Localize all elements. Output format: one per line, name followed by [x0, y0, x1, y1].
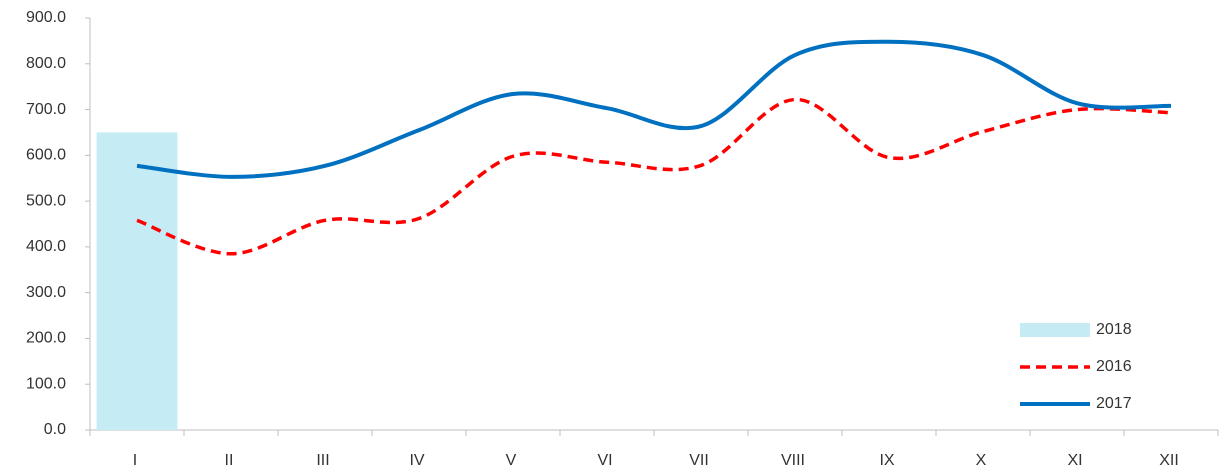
x-tick-label: II [225, 452, 234, 469]
x-tick-label: XI [1067, 452, 1082, 469]
x-tick-label: V [506, 452, 517, 469]
y-tick-label: 600.0 [26, 147, 66, 164]
x-tick-label: IX [879, 452, 894, 469]
legend-label: 2018 [1096, 321, 1132, 338]
legend-label: 2016 [1096, 358, 1132, 375]
x-tick-label: VII [689, 452, 709, 469]
x-tick-label: III [316, 452, 329, 469]
y-tick-label: 500.0 [26, 192, 66, 209]
legend-label: 2017 [1096, 395, 1132, 412]
x-tick-label: VIII [781, 452, 805, 469]
x-tick-label: VI [597, 452, 612, 469]
line [136, 39, 1172, 179]
y-tick-label: 700.0 [26, 101, 66, 118]
x-tick-label: IV [409, 452, 424, 469]
x-tick-label: I [133, 452, 137, 469]
y-tick-label: 400.0 [26, 238, 66, 255]
x-tick-label: X [976, 452, 987, 469]
y-tick-label: 900.0 [26, 9, 66, 26]
y-tick-label: 200.0 [26, 330, 66, 347]
line [136, 97, 1172, 256]
y-tick-label: 300.0 [26, 284, 66, 301]
legend-swatch [1020, 323, 1090, 337]
y-tick-label: 100.0 [26, 375, 66, 392]
bar [96, 132, 178, 430]
y-tick-label: 0.0 [44, 421, 66, 438]
x-tick-label: XII [1159, 452, 1179, 469]
y-tick-label: 800.0 [26, 55, 66, 72]
